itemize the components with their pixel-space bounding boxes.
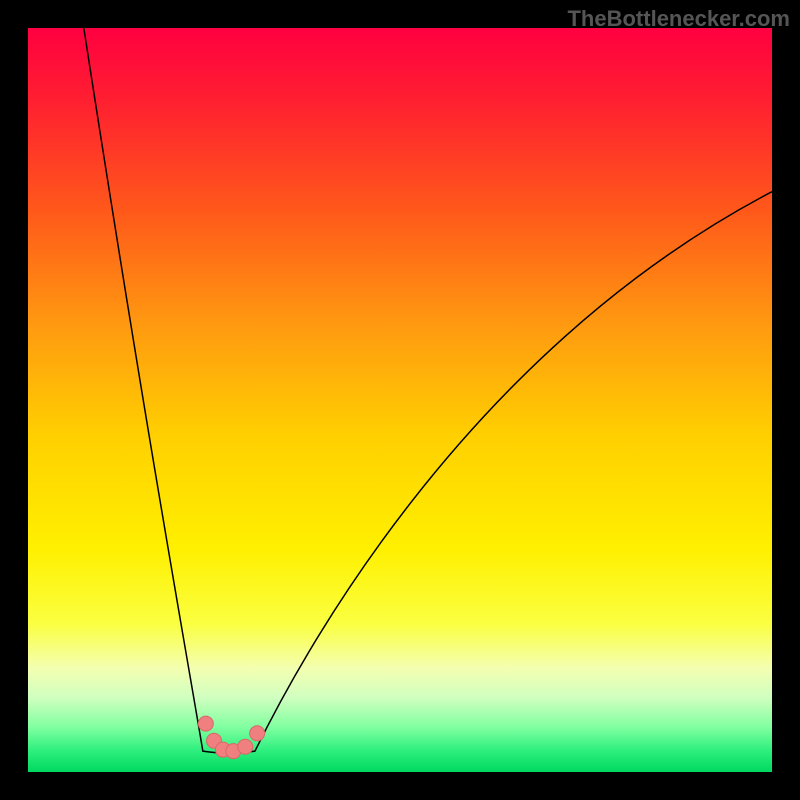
data-marker <box>250 726 265 741</box>
plot-area <box>28 28 772 772</box>
gradient-background <box>28 28 772 772</box>
data-marker <box>238 739 253 754</box>
chart-container: TheBottlenecker.com <box>0 0 800 800</box>
watermark-text: TheBottlenecker.com <box>567 6 790 32</box>
data-marker <box>198 716 213 731</box>
